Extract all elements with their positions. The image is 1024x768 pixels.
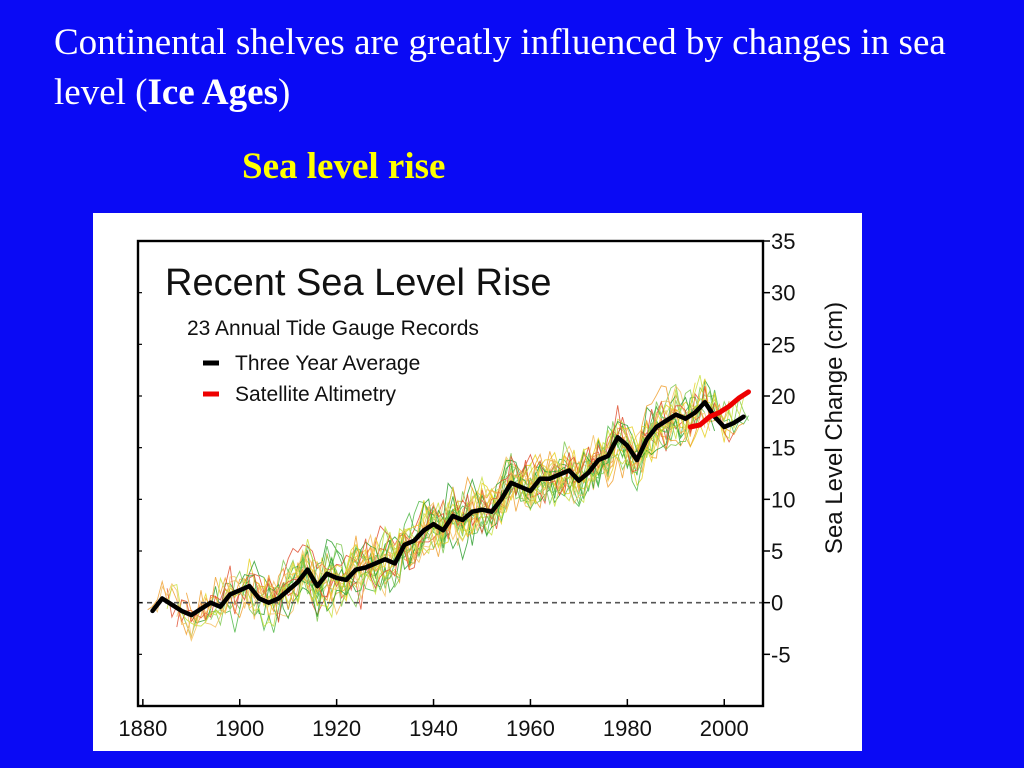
y-tick-label: 10: [771, 487, 795, 512]
y-tick-label: 20: [771, 384, 795, 409]
three-year-average-line: [150, 399, 746, 618]
slide-subtitle: Sea level rise: [242, 146, 446, 187]
y-tick-label: 15: [771, 436, 795, 461]
x-tick-label: 1920: [312, 716, 361, 741]
slide-title-text: Continental shelves are greatly influenc…: [54, 22, 946, 113]
axis-layer: 1880 1900 1920 1940 1960 1980 2000 35 30 25 20 15 10…: [118, 229, 795, 741]
x-tick-label: 1980: [603, 716, 652, 741]
chart-subtitle: 23 Annual Tide Gauge Records: [187, 317, 479, 340]
slide-title-emphasis: Ice Ages: [147, 72, 278, 113]
legend-label: Satellite Altimetry: [235, 383, 397, 406]
x-tick-label: 1900: [215, 716, 264, 741]
tide-gauge-line: [166, 397, 745, 628]
y-tick-label: 35: [771, 229, 795, 254]
series-layer: [150, 389, 751, 618]
x-tick-label: 1940: [409, 716, 458, 741]
y-tick-label: 30: [771, 281, 795, 306]
chart-legend: Three Year Average Satellite Altimetry: [203, 352, 420, 406]
x-tick-label: 1960: [506, 716, 555, 741]
x-tick-label: 2000: [700, 716, 749, 741]
slide-title-end: ): [277, 72, 291, 113]
y-axis-label: Sea Level Change (cm): [821, 302, 848, 554]
y-tick-label: 0: [771, 591, 783, 616]
sea-level-chart: 1880 1900 1920 1940 1960 1980 2000 35 30 25 20 15 10…: [118, 229, 848, 741]
x-tick-label: 1880: [118, 716, 167, 741]
y-tick-label: 5: [771, 539, 783, 564]
plot-frame: [136, 239, 765, 708]
chart-panel: 1880 1900 1920 1940 1960 1980 2000 35 30 25 20 15 10…: [93, 213, 862, 751]
tide-gauge-records: [147, 374, 749, 642]
satellite-altimetry-line: [687, 389, 751, 430]
legend-label: Three Year Average: [235, 352, 420, 375]
y-tick-label: 25: [771, 332, 795, 357]
tide-gauge-line: [273, 419, 677, 608]
y-tick-label: -5: [771, 642, 791, 667]
slide-title: Continental shelves are greatly influenc…: [54, 18, 954, 118]
chart-title: Recent Sea Level Rise: [165, 262, 552, 304]
